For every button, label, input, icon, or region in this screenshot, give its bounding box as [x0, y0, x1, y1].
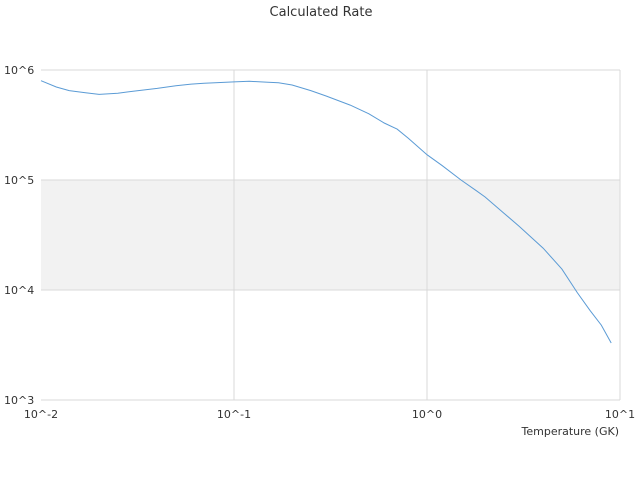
series-line: [40, 80, 612, 344]
tick-labels: 10^3 10^4 10^5 10^6 10^-2 10^-1 10^0 10^1: [4, 64, 635, 421]
y-tick-label: 10^6: [4, 64, 34, 77]
x-tick-label: 10^1: [605, 408, 635, 421]
x-axis-label: Temperature (GK): [521, 425, 620, 438]
x-tick-label: 10^0: [412, 408, 442, 421]
y-tick-label: 10^4: [4, 284, 34, 297]
y-tick-label: 10^5: [4, 174, 34, 187]
grid-lines: [41, 69, 621, 401]
x-tick-label: 10^-1: [217, 408, 251, 421]
y-tick-label: 10^3: [4, 394, 34, 407]
plot-area: [41, 180, 620, 290]
x-tick-label: 10^-2: [24, 408, 58, 421]
series-layer: [40, 80, 612, 344]
chart-title: Calculated Rate: [270, 5, 373, 20]
shaded-band: [41, 180, 620, 290]
